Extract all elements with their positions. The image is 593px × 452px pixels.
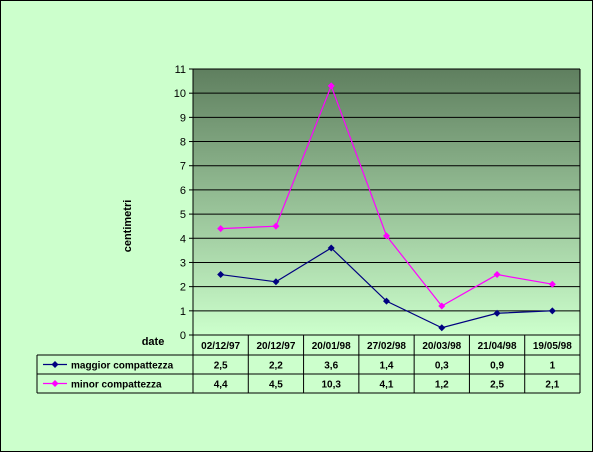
data-point (493, 309, 501, 317)
table-cell-value: 0,9 (490, 361, 504, 372)
y-tick-label: 1 (180, 306, 186, 318)
table-cell-value: 4,5 (269, 380, 283, 391)
data-point (327, 244, 335, 252)
x-tick-label: 21/04/98 (478, 341, 517, 352)
y-axis-label: centimetri (122, 200, 134, 253)
x-axis-label: date (142, 336, 165, 348)
x-tick-label: 20/12/97 (256, 341, 295, 352)
table-cell-value: 1 (550, 361, 556, 372)
legend-marker (51, 380, 59, 387)
data-point (438, 302, 446, 310)
data-point (438, 324, 446, 332)
plot-area (193, 69, 580, 335)
data-point (383, 297, 390, 305)
table-cell-value: 2,5 (490, 380, 504, 391)
data-point (383, 232, 390, 240)
table-cell-value: 2,5 (214, 361, 228, 372)
y-axis-ticks: 0 1 2 3 4 5 6 7 8 9 10 11 (174, 64, 193, 342)
data-point (217, 271, 225, 279)
x-tick-label: 02/12/97 (201, 341, 240, 352)
data-point (493, 271, 501, 279)
data-point (217, 225, 225, 233)
y-tick-label: 10 (174, 88, 186, 100)
legend-label: minor compattezza (71, 380, 162, 391)
table-cell-value: 2,2 (269, 361, 283, 372)
y-tick-label: 8 (180, 137, 186, 149)
data-table: 02/12/97 20/12/97 20/01/98 27/02/98 20/03/98… (36, 335, 581, 394)
series-group (217, 82, 556, 332)
data-point (327, 82, 335, 90)
data-point (548, 307, 556, 315)
axes (192, 68, 581, 336)
table-cell-value: 0,3 (435, 361, 449, 372)
table-cell-value: 1,4 (380, 361, 394, 372)
y-tick-label: 5 (180, 209, 186, 221)
y-tick-label: 4 (180, 233, 186, 245)
gridlines (193, 68, 580, 312)
table-cell-value: 1,2 (435, 380, 449, 391)
table-cell-value: 3,6 (324, 361, 338, 372)
x-tick-label: 20/01/98 (312, 341, 351, 352)
data-point (272, 278, 280, 286)
table-cell-value: 10,3 (321, 380, 341, 391)
y-tick-label: 3 (180, 257, 186, 269)
data-point (272, 222, 280, 230)
y-tick-label: 2 (180, 282, 186, 294)
table-cell-value: 2,1 (545, 380, 559, 391)
y-tick-label: 6 (180, 185, 186, 197)
y-tick-label: 9 (180, 112, 186, 124)
x-tick-label: 20/03/98 (422, 341, 461, 352)
data-point (548, 280, 556, 288)
y-tick-label: 7 (180, 161, 186, 173)
legend-marker (51, 361, 59, 368)
y-tick-label: 11 (175, 64, 186, 76)
legend-label: maggior compattezza (71, 361, 174, 372)
table-cell-value: 4,4 (214, 380, 228, 391)
x-tick-label: 19/05/98 (533, 341, 572, 352)
y-tick-label: 0 (180, 330, 186, 342)
table-cell-value: 4,1 (380, 380, 394, 391)
x-tick-label: 27/02/98 (367, 341, 406, 352)
